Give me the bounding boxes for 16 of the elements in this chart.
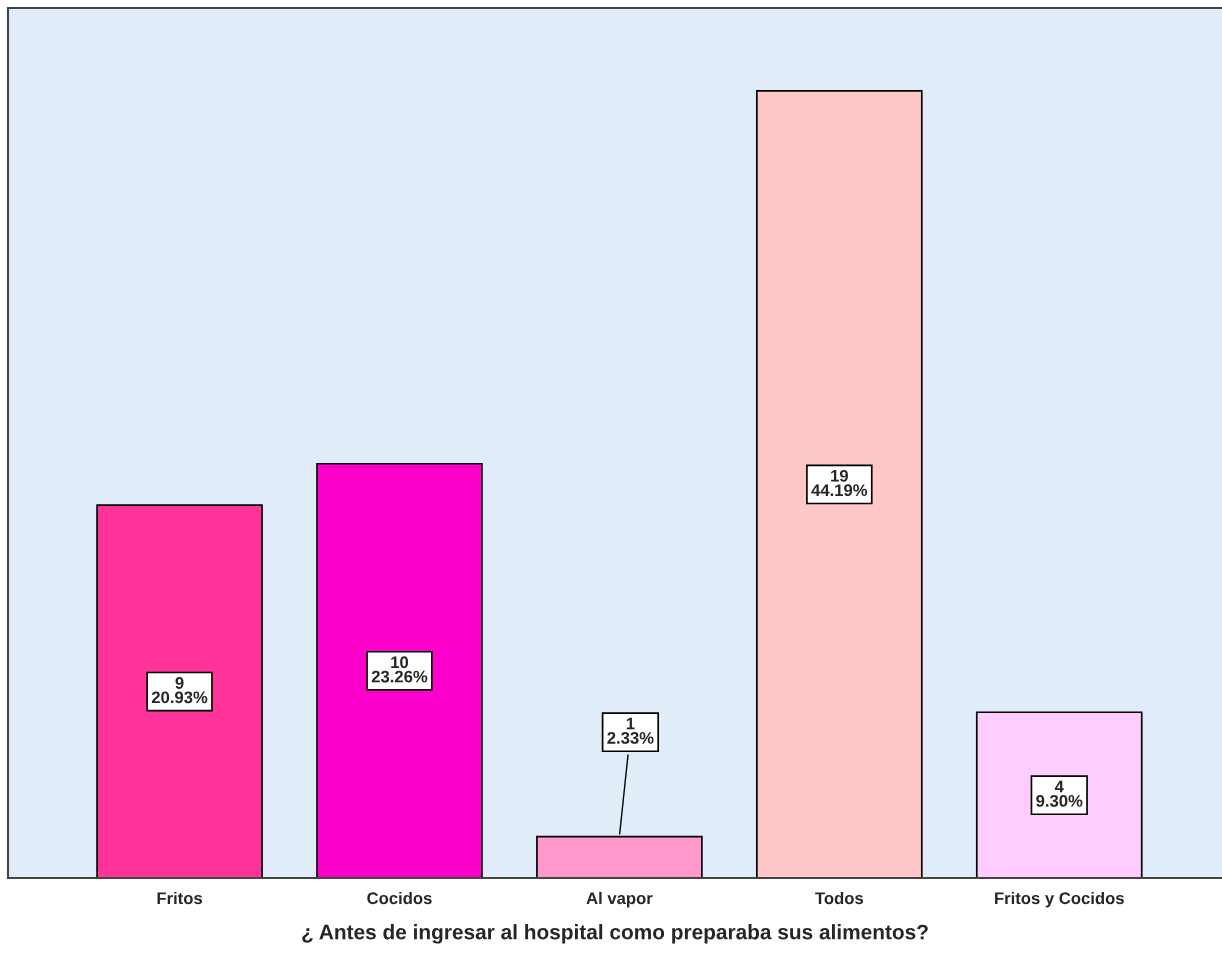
bar bbox=[975, 711, 1143, 878]
data-label: 9 20.93% bbox=[151, 677, 208, 704]
x-tick-label: Al vapor bbox=[586, 891, 653, 908]
bar bbox=[536, 835, 703, 878]
x-axis-title: ¿ Antes de ingresar al hospital como preparaba sus alimentos? bbox=[302, 924, 928, 944]
bar bbox=[316, 462, 483, 878]
data-label: 4 9.30% bbox=[1036, 780, 1083, 807]
x-tick-label: Fritos bbox=[157, 891, 203, 905]
data-label: 19 44.19% bbox=[811, 469, 868, 497]
data-label: 10 23.26% bbox=[371, 656, 428, 683]
bar bbox=[756, 90, 923, 878]
x-tick-label: Fritos y Cocidos bbox=[995, 891, 1124, 908]
x-tick-label: Todos bbox=[815, 891, 864, 905]
data-label: 1 2.33% bbox=[607, 717, 654, 744]
x-tick-label: Cocidos bbox=[367, 891, 432, 905]
bar bbox=[96, 504, 263, 878]
